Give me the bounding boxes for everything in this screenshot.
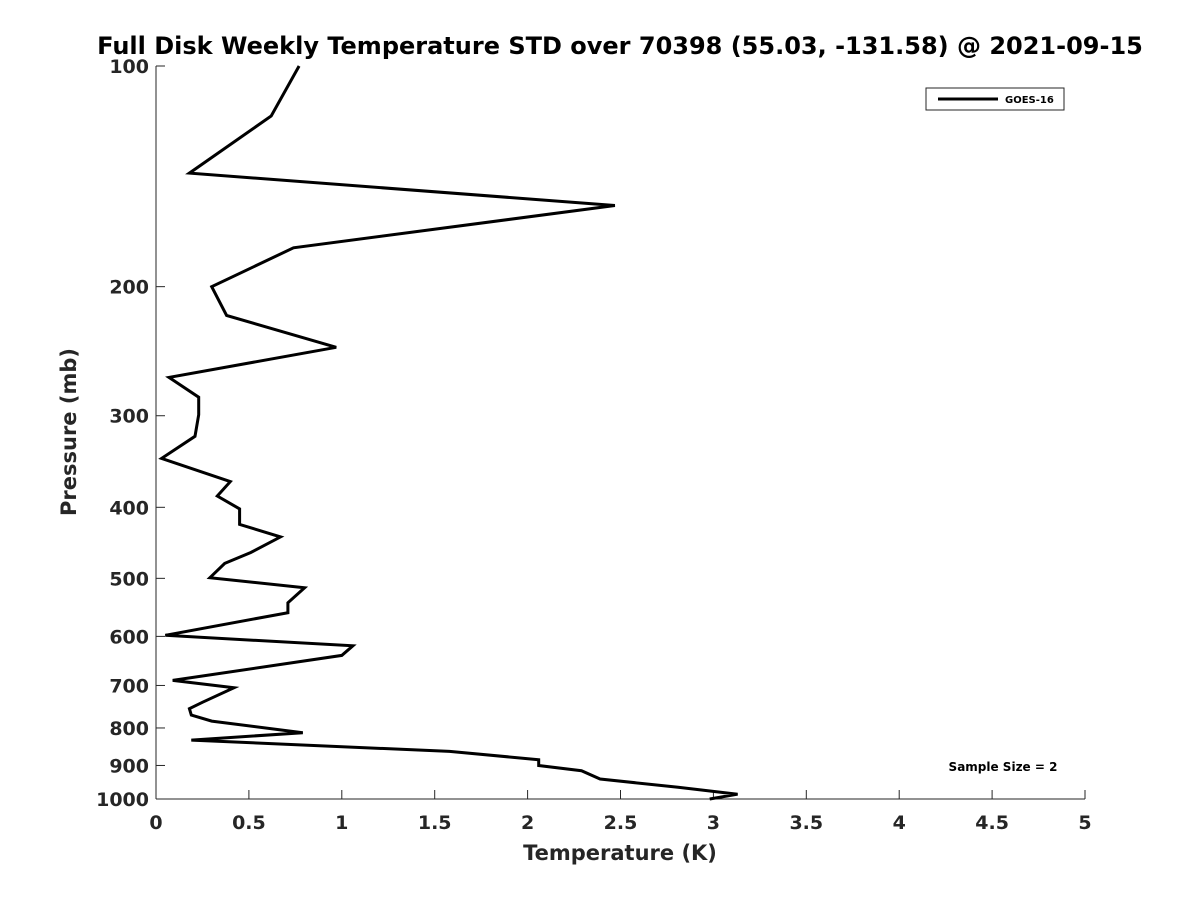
x-tick-label: 2 <box>521 812 534 834</box>
plot-area <box>156 66 1085 799</box>
y-tick-label: 400 <box>109 497 149 519</box>
y-axis-label: Pressure (mb) <box>57 348 81 516</box>
y-tick-label: 600 <box>109 626 149 648</box>
y-tick-label: 200 <box>109 277 149 299</box>
y-tick-label: 100 <box>109 56 149 78</box>
y-tick-label: 800 <box>109 718 149 740</box>
x-tick-label: 4.5 <box>975 812 1009 834</box>
x-tick-label: 0.5 <box>232 812 266 834</box>
x-tick-label: 0 <box>149 812 162 834</box>
series-line-goes-16 <box>158 65 738 801</box>
y-tick-label: 700 <box>109 675 149 697</box>
x-tick-label: 5 <box>1078 812 1091 834</box>
legend-entry-goes-16: GOES-16 <box>1005 95 1054 106</box>
x-axis-label: Temperature (K) <box>523 841 717 865</box>
x-tick-label: 1.5 <box>418 812 452 834</box>
x-tick-label: 2.5 <box>604 812 638 834</box>
x-tick-label: 3.5 <box>789 812 823 834</box>
y-tick-label: 900 <box>109 755 149 777</box>
x-tick-label: 4 <box>893 812 906 834</box>
chart-title: Full Disk Weekly Temperature STD over 70… <box>97 32 1143 60</box>
sample-size-annotation: Sample Size = 2 <box>949 760 1058 774</box>
x-tick-label: 1 <box>335 812 348 834</box>
y-tick-label: 500 <box>109 568 149 590</box>
y-tick-label: 300 <box>109 406 149 428</box>
x-axis-ticks: 0 0.5 1 1.5 2 2.5 3 3.5 4 4.5 5 <box>149 790 1092 834</box>
x-tick-label: 3 <box>707 812 720 834</box>
legend: GOES-16 <box>925 87 1065 111</box>
series-layer <box>158 65 738 801</box>
y-tick-label: 1000 <box>96 789 149 811</box>
y-axis-ticks: 100 200 300 400 500 600 700 800 900 1000 <box>96 56 165 811</box>
